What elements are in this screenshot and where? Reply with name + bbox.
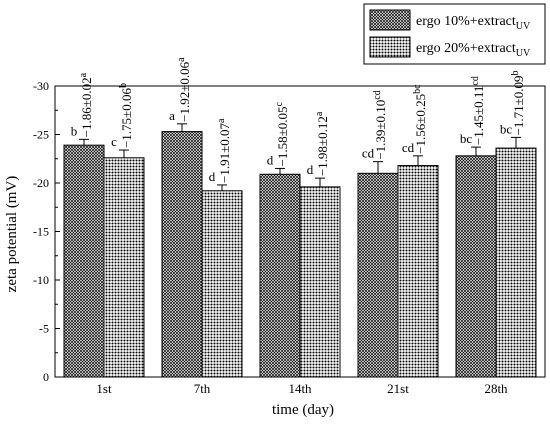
y-tick-label: -25 bbox=[33, 128, 49, 142]
data-label: −1.45±0.11cd bbox=[470, 76, 486, 145]
y-axis-label: zeta potential (mV) bbox=[4, 176, 20, 293]
bar-series-2 bbox=[495, 147, 537, 378]
bar-series-2 bbox=[103, 157, 145, 378]
significance-letter: cd bbox=[362, 146, 375, 161]
y-tick-label: -30 bbox=[33, 79, 49, 93]
significance-letter: bc bbox=[500, 121, 513, 136]
y-tick-label: -20 bbox=[33, 176, 49, 190]
x-tick-label: 21st bbox=[387, 381, 409, 396]
data-label: −1.91±0.07a bbox=[216, 118, 232, 183]
data-label: −1.39±0.10cd bbox=[372, 90, 388, 159]
data-label: −1.86±0.02a bbox=[78, 72, 94, 137]
bar-series-2 bbox=[299, 186, 341, 378]
significance-letter: d bbox=[209, 169, 216, 184]
legend-label: ergo 10%+extractUV bbox=[416, 14, 531, 32]
bar-series-1 bbox=[259, 173, 301, 378]
y-tick-label: -15 bbox=[33, 225, 49, 239]
bar-series-1 bbox=[161, 131, 203, 378]
significance-letter: bc bbox=[460, 131, 473, 146]
data-label: −1.75±0.06b bbox=[118, 83, 134, 148]
bar-series-1 bbox=[455, 155, 497, 378]
bar-series-1 bbox=[63, 144, 105, 378]
data-label: −1.58±0.05c bbox=[274, 101, 290, 166]
x-tick-label: 14th bbox=[288, 381, 312, 396]
bar-series-1 bbox=[357, 172, 399, 378]
legend-swatch bbox=[369, 36, 411, 58]
data-label: −1.92±0.06a bbox=[176, 57, 192, 122]
significance-letter: cd bbox=[402, 140, 415, 155]
data-label: −1.71±0.09b bbox=[510, 70, 526, 135]
data-label: −1.98±0.12a bbox=[314, 111, 330, 176]
x-tick-label: 1st bbox=[96, 381, 112, 396]
significance-letter: c bbox=[111, 134, 117, 149]
bar-series-2 bbox=[397, 165, 439, 378]
legend-label: ergo 20%+extractUV bbox=[416, 41, 531, 59]
bar-series-2 bbox=[201, 190, 243, 378]
x-tick-label: 28th bbox=[484, 381, 508, 396]
x-tick-label: 7th bbox=[194, 381, 211, 396]
y-tick-label: -10 bbox=[33, 273, 49, 287]
x-axis-label: time (day) bbox=[272, 402, 334, 418]
significance-letter: b bbox=[71, 123, 78, 138]
legend-swatch bbox=[369, 9, 411, 31]
significance-letter: d bbox=[267, 152, 274, 167]
significance-letter: d bbox=[307, 162, 314, 177]
data-label: −1.56±0.25bc bbox=[412, 84, 428, 154]
y-tick-label: -5 bbox=[39, 322, 49, 336]
significance-letter: a bbox=[169, 108, 175, 123]
y-tick-label: 0 bbox=[43, 370, 49, 384]
